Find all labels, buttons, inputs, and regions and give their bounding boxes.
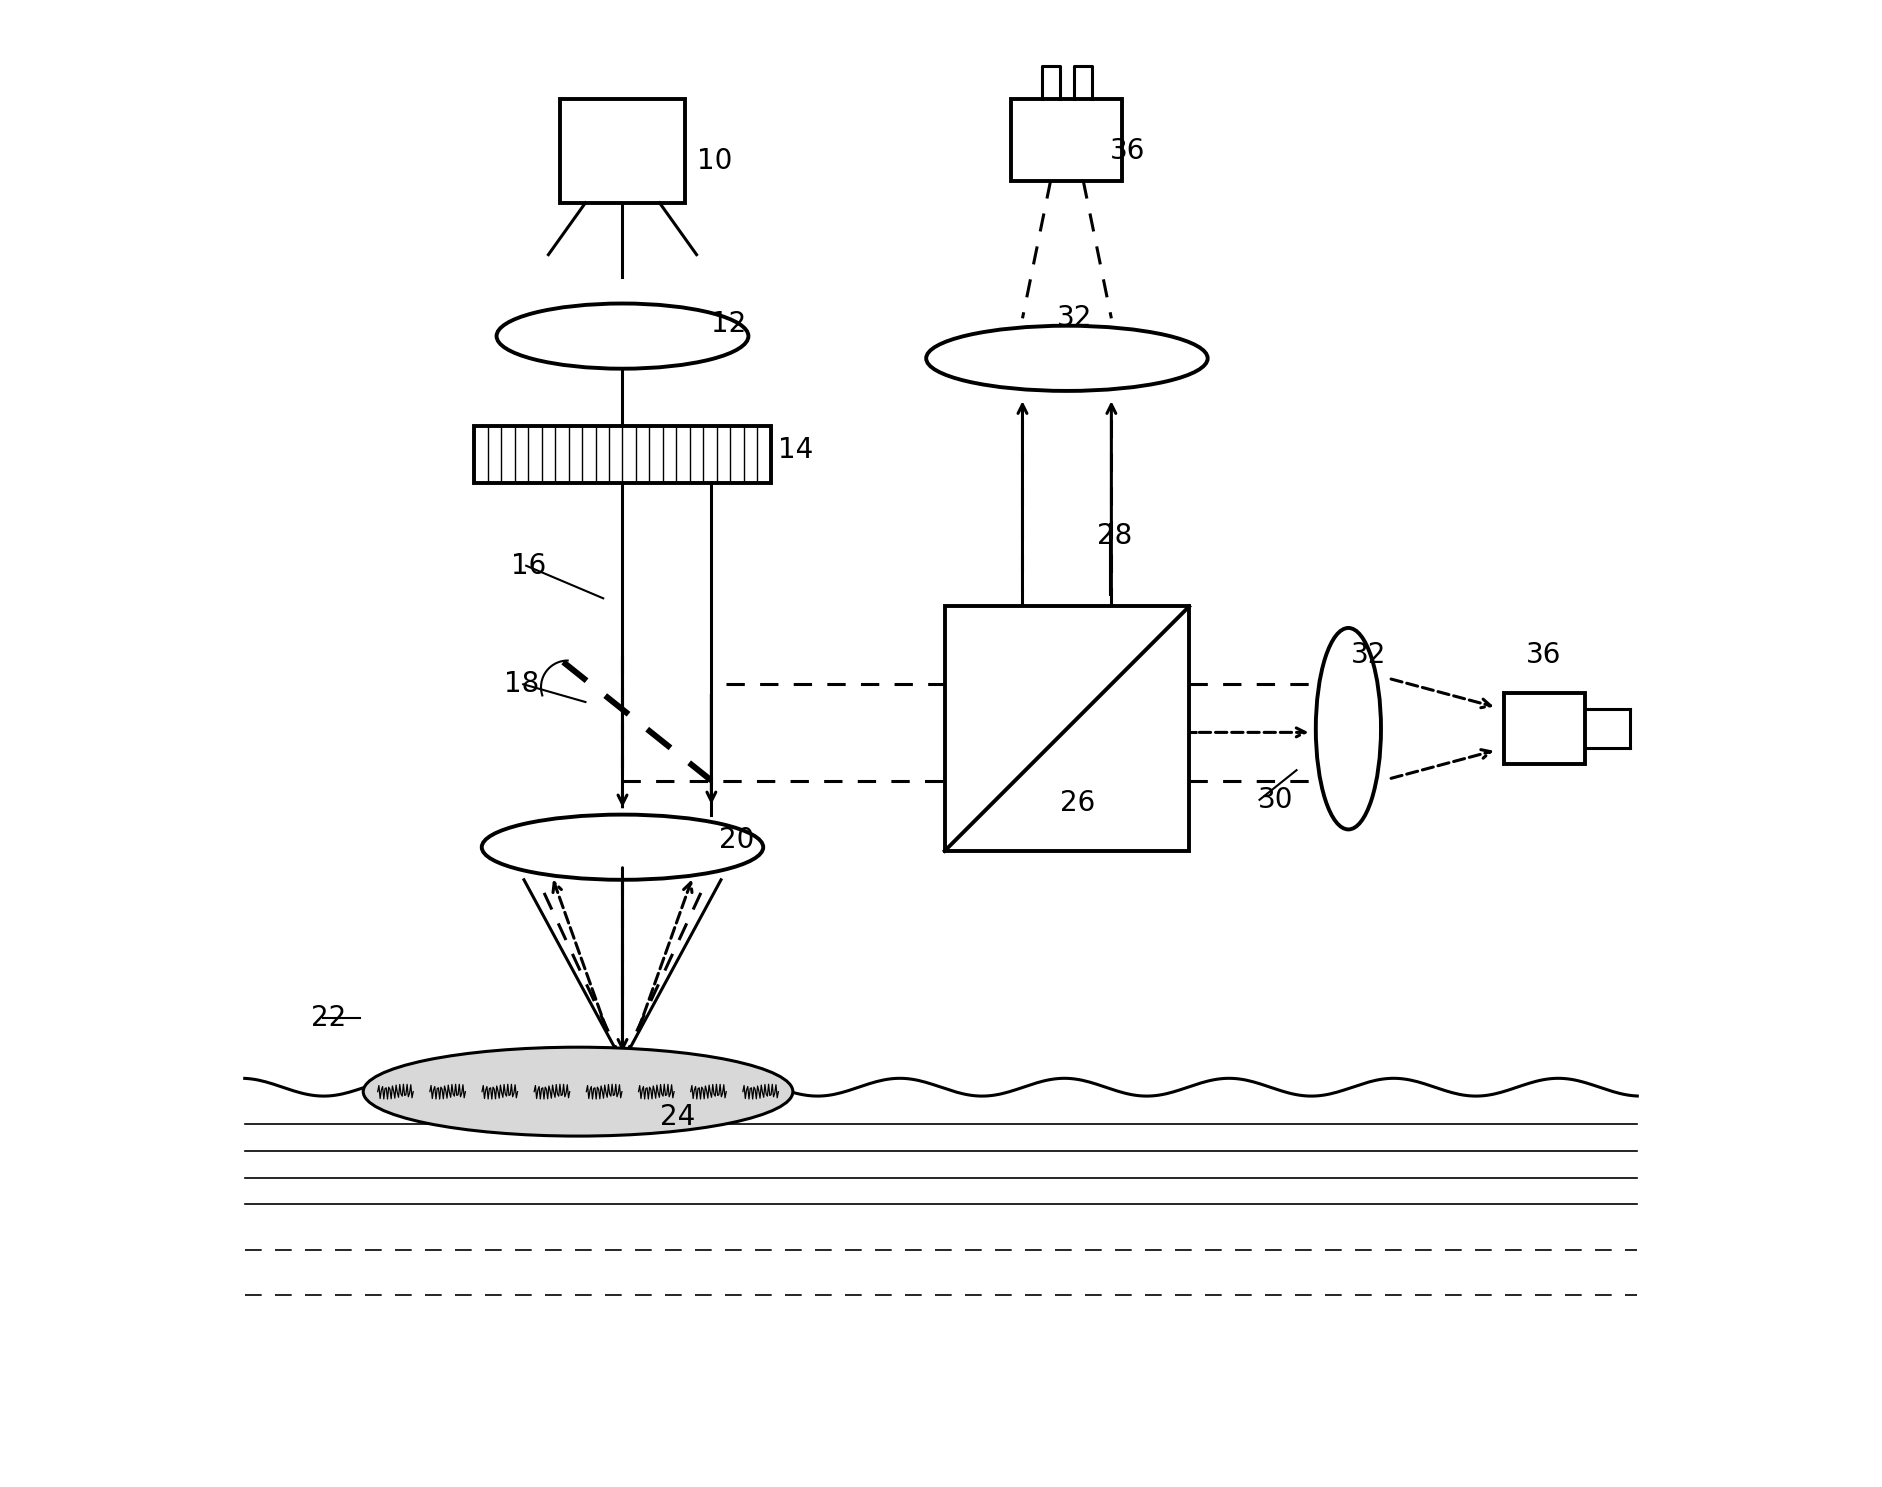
Bar — [1011, 100, 1122, 180]
Text: 32: 32 — [1351, 641, 1387, 669]
Text: 22: 22 — [311, 1004, 346, 1032]
Text: 24: 24 — [659, 1103, 694, 1130]
Text: 20: 20 — [719, 825, 755, 854]
Text: 18: 18 — [504, 671, 540, 699]
Text: 12: 12 — [711, 311, 747, 338]
Ellipse shape — [363, 1047, 792, 1136]
Text: 14: 14 — [777, 436, 813, 464]
Text: 36: 36 — [1110, 137, 1146, 165]
Bar — [474, 427, 770, 483]
Text: 28: 28 — [1097, 522, 1131, 550]
Text: 32: 32 — [1056, 305, 1092, 332]
Bar — [559, 100, 685, 202]
Bar — [1504, 693, 1585, 764]
Text: 30: 30 — [1257, 785, 1293, 813]
Text: 26: 26 — [1060, 788, 1095, 816]
Text: 10: 10 — [696, 147, 732, 175]
Text: 36: 36 — [1526, 641, 1562, 669]
Bar — [945, 607, 1189, 851]
Text: 16: 16 — [512, 552, 546, 580]
